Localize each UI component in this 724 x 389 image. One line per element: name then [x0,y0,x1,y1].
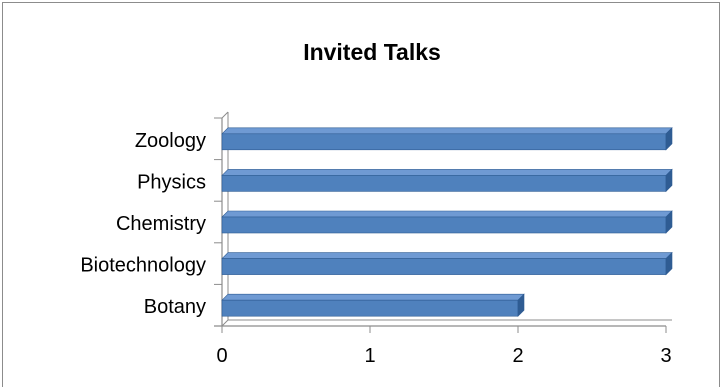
category-labels: Zoology Physics Chemistry Biotechnology Bota… [80,130,206,318]
bar-front-face [221,133,667,151]
tick-label-0: 0 [216,345,227,367]
category-label-botany: Botany [144,296,206,318]
bar-top-face [221,210,673,218]
bar-chemistry [221,210,673,234]
bars [221,127,673,317]
bar-side-face [517,293,525,317]
bar-front-face [221,175,667,192]
bar-side-face [665,127,673,151]
top-depth-edge [221,111,229,119]
bar-front-face [221,299,519,317]
bar-top-face [221,293,525,301]
chart-title: Invited Talks [303,39,441,65]
tick-label-2: 2 [512,345,523,367]
tick-label-3: 3 [660,345,671,367]
bar-top-face [221,127,673,135]
category-label-physics: Physics [137,171,206,193]
tick-label-1: 1 [364,345,375,367]
bar-botany [221,293,525,317]
tick-labels: 0 1 2 3 [216,345,671,367]
category-label-biotechnology: Biotechnology [80,255,206,277]
bar-side-face [665,251,673,276]
bar-front-face [221,216,667,234]
bar-biotechnology [221,251,673,276]
bottom-depth-edge [221,319,229,327]
category-label-chemistry: Chemistry [116,213,206,235]
bar-front-face [221,258,667,275]
bar-zoology [221,127,673,151]
bar-top-face [221,252,673,259]
bar-top-face [221,169,673,176]
bar-side-face [665,210,673,234]
category-label-zoology: Zoology [135,130,206,152]
bar-side-face [665,168,673,193]
bar-physics [221,168,673,193]
